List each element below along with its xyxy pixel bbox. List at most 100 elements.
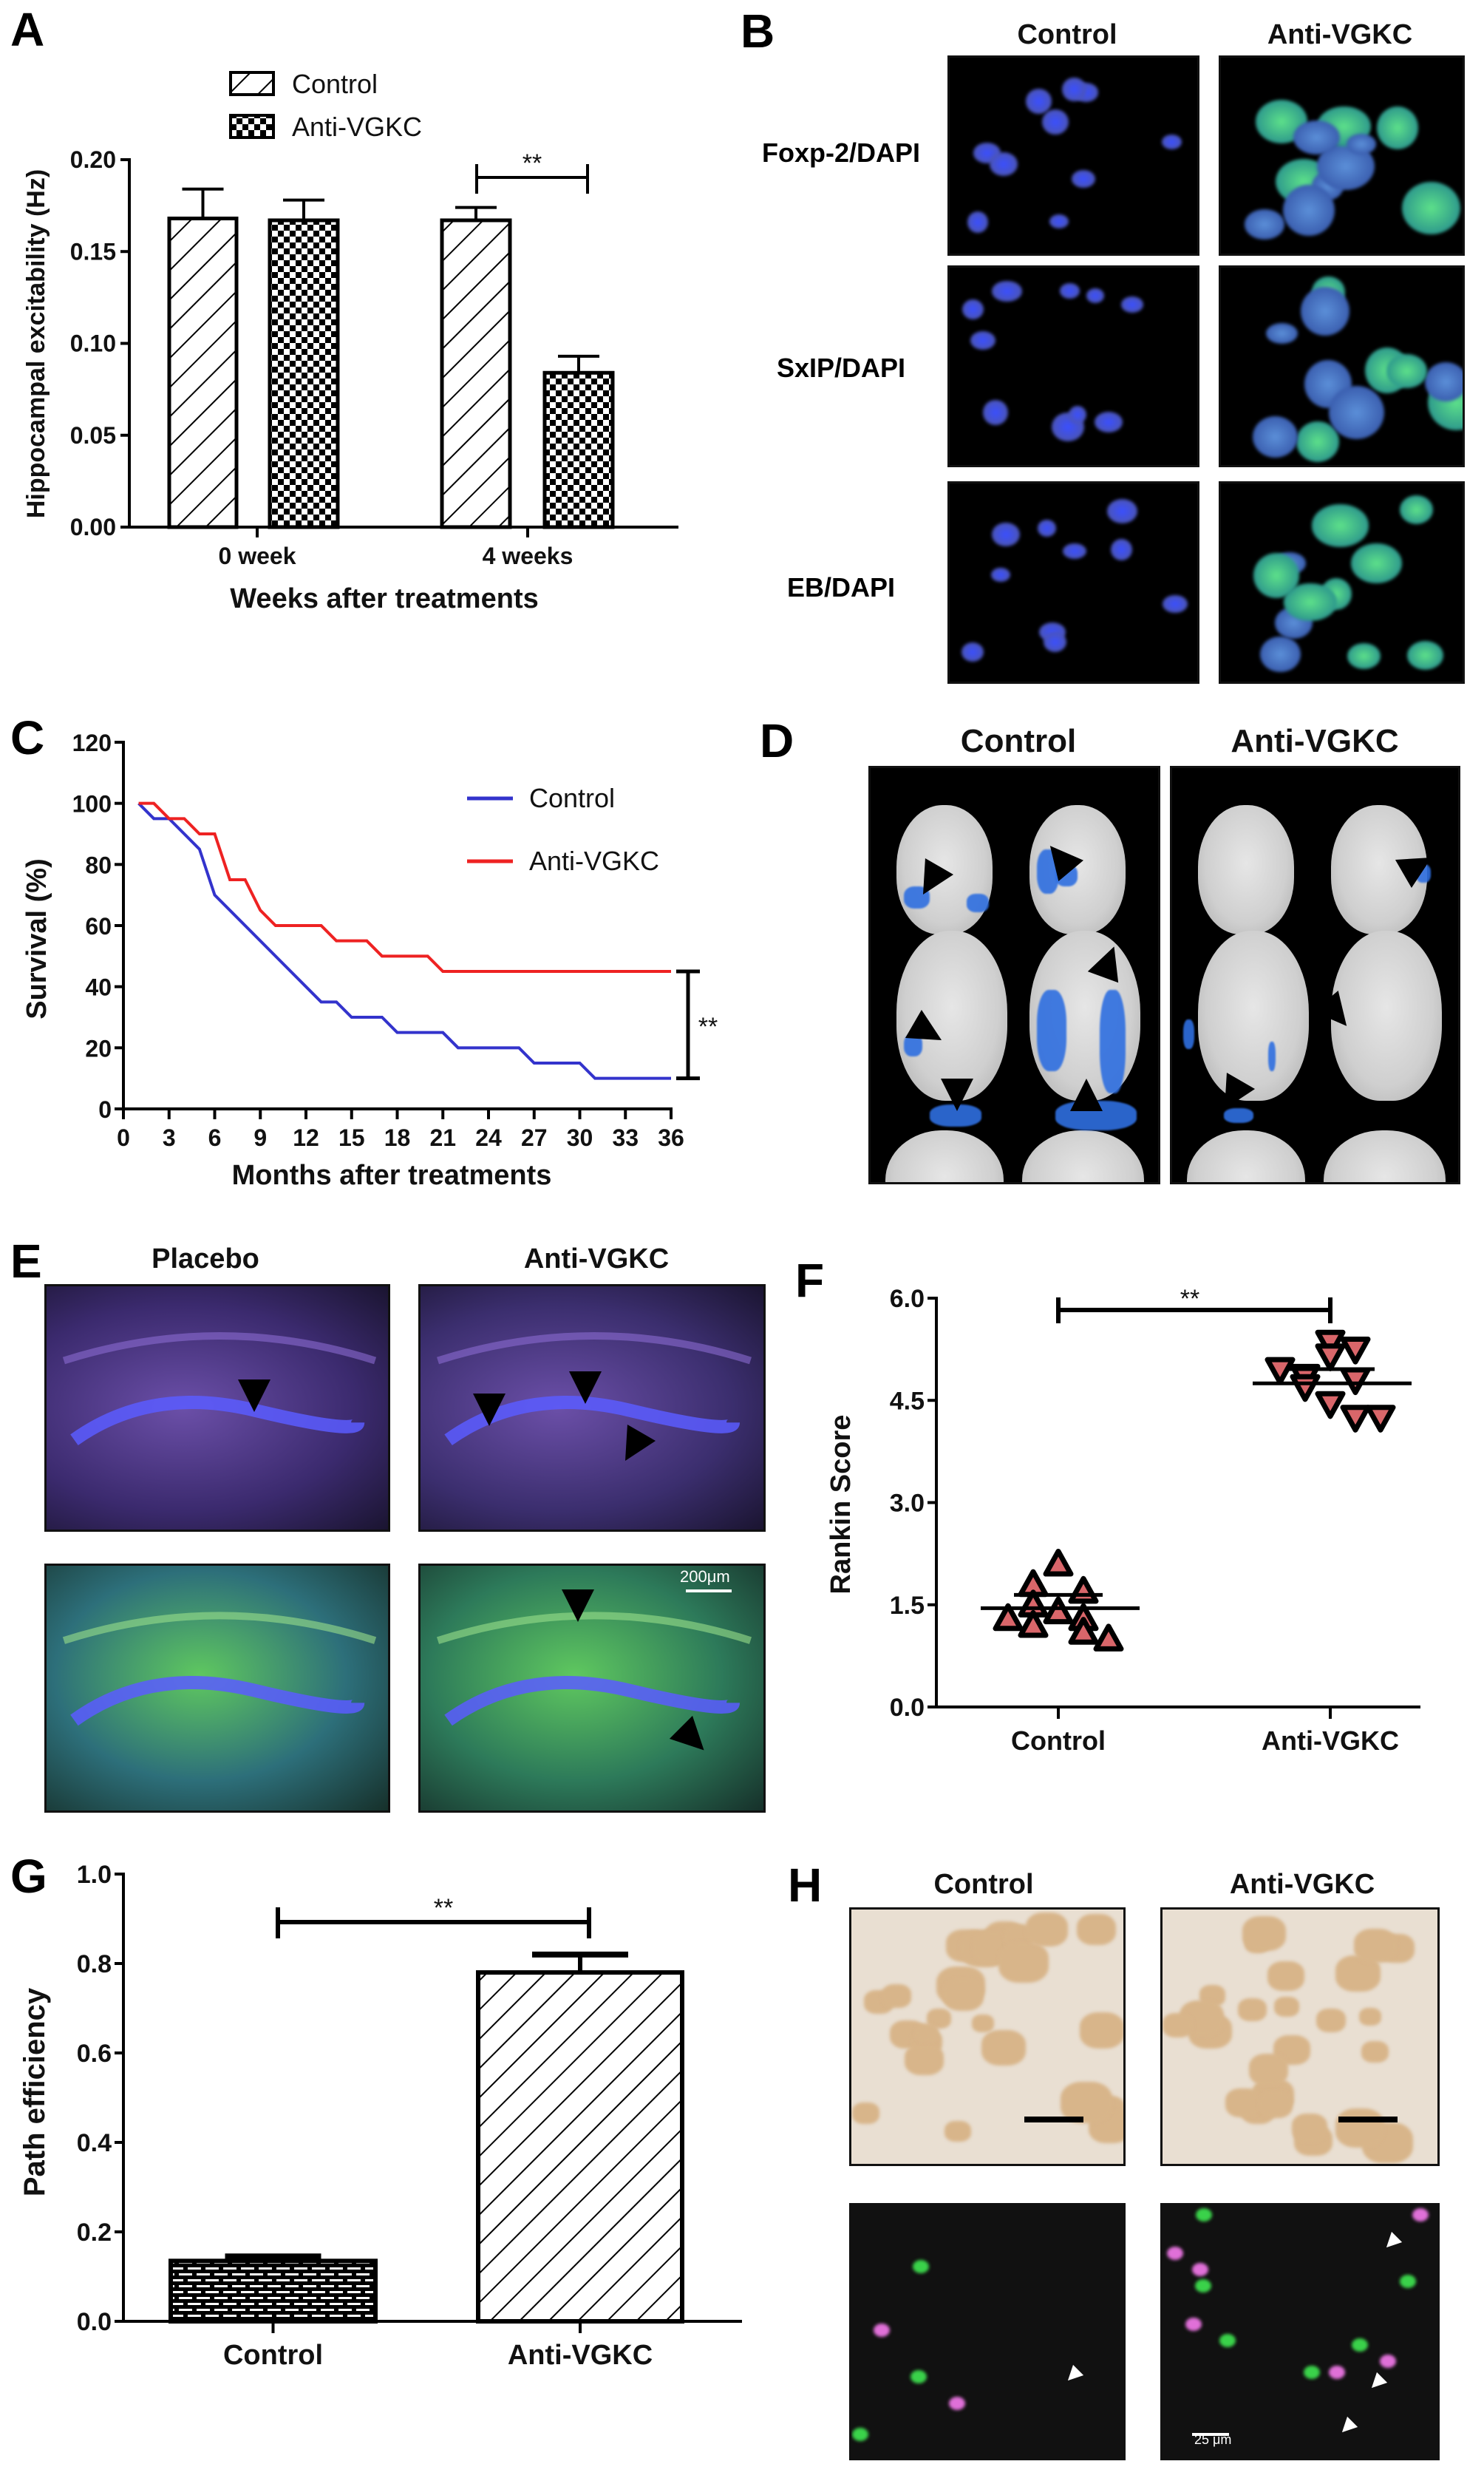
cell-nucleus xyxy=(1044,632,1067,653)
cell-nucleus xyxy=(1161,135,1182,150)
cell-nucleus xyxy=(1049,214,1069,228)
cell-nucleus xyxy=(949,2397,966,2411)
y-tick-label: 0.10 xyxy=(70,330,116,357)
stained-cell xyxy=(914,2023,939,2043)
cell-nucleus xyxy=(1399,2274,1416,2288)
cell-nucleus xyxy=(1424,362,1463,401)
cell-nucleus xyxy=(1062,77,1087,102)
cell-nucleus xyxy=(1252,416,1298,458)
cell-nucleus xyxy=(1303,2366,1320,2380)
y-tick-label: 0 xyxy=(98,1096,112,1123)
cell-nucleus xyxy=(1293,121,1340,155)
stained-cell xyxy=(1248,2054,1289,2086)
cell-nucleus xyxy=(912,2260,929,2274)
arrowhead-icon xyxy=(238,1379,270,1412)
stained-cell xyxy=(851,2102,879,2125)
cell-nucleus xyxy=(1121,296,1144,313)
panel-label-d: D xyxy=(760,714,794,767)
stained-cell xyxy=(1315,2008,1347,2032)
y-tick-label: 100 xyxy=(72,791,112,818)
bar-control-0 xyxy=(167,217,239,529)
stained-cell xyxy=(944,2120,971,2142)
y-tick-label: 0.00 xyxy=(70,514,116,540)
cell-nucleus xyxy=(1351,543,1402,583)
cell-nucleus xyxy=(1400,495,1434,525)
brain-render xyxy=(1198,931,1309,1101)
fluorescence-image-sxip-control xyxy=(947,265,1199,467)
y-tick-label: 0.20 xyxy=(70,146,116,173)
cell-nucleus xyxy=(1265,322,1298,345)
stained-cell xyxy=(1163,2012,1194,2037)
y-tick-label: 6.0 xyxy=(890,1285,925,1313)
histology-anti-vgkc-ihc xyxy=(1160,1907,1440,2166)
cell-nucleus xyxy=(1068,405,1087,424)
panel-label-c: C xyxy=(10,711,45,764)
data-point-control xyxy=(993,1603,1024,1632)
cell-nucleus xyxy=(1346,134,1377,155)
significance-label: ** xyxy=(1180,1285,1199,1313)
fluorescence-image-eb-anti-vgkc xyxy=(1219,481,1465,684)
y-axis-title: Rankin Score xyxy=(826,1415,857,1595)
panel-label-e: E xyxy=(10,1235,42,1288)
cell-nucleus xyxy=(1094,412,1123,433)
bar-control-1 xyxy=(440,218,512,529)
stained-cell xyxy=(1077,1913,1116,1946)
stained-cell xyxy=(998,1942,1049,1983)
y-axis-title: Survival (%) xyxy=(21,858,52,1019)
cell-nucleus xyxy=(1042,109,1069,135)
histology-control-ihc xyxy=(849,1907,1126,2166)
x-tick-label: 33 xyxy=(612,1124,639,1151)
x-tick-label: Anti-VGKC xyxy=(508,2340,653,2371)
stained-cell xyxy=(942,1978,984,2011)
data-point-anti-vgkc xyxy=(1365,1405,1396,1433)
cell-nucleus xyxy=(967,211,988,233)
cell-nucleus xyxy=(874,2324,891,2338)
cell-nucleus xyxy=(1038,520,1056,537)
cell-nucleus xyxy=(1110,539,1132,561)
x-tick-label: Control xyxy=(1011,1725,1106,1756)
panel-e-column-placebo: Placebo xyxy=(152,1243,259,1275)
y-tick-label: 1.0 xyxy=(77,1861,112,1889)
panel-label-g: G xyxy=(10,1850,47,1903)
x-tick-label: 24 xyxy=(475,1124,502,1151)
cell-nucleus xyxy=(1063,543,1087,559)
activation-blob xyxy=(967,894,989,912)
activation-blob xyxy=(1224,1108,1253,1123)
legend-swatch-control xyxy=(229,71,275,96)
fluorescence-image-foxp2-anti-vgkc xyxy=(1219,55,1465,256)
x-tick-label: 27 xyxy=(521,1124,548,1151)
y-tick-label: 120 xyxy=(72,730,112,756)
panel-label-f: F xyxy=(795,1254,825,1307)
brain-render xyxy=(1331,931,1442,1101)
cell-nucleus xyxy=(1352,2338,1369,2352)
data-point-anti-vgkc xyxy=(1290,1374,1321,1402)
fluorescence-image-sxip-anti-vgkc xyxy=(1219,265,1465,467)
histology-control-fluorescence xyxy=(849,2203,1126,2460)
data-point-control xyxy=(1043,1548,1074,1577)
x-tick-label: 0 week xyxy=(219,543,296,569)
cell-nucleus xyxy=(970,330,995,350)
cell-nucleus xyxy=(990,567,1010,583)
cell-nucleus xyxy=(1071,169,1095,189)
stained-cell xyxy=(1237,1998,1267,2022)
data-point-anti-vgkc xyxy=(1340,1405,1371,1433)
cell-nucleus xyxy=(1282,184,1335,236)
data-point-control xyxy=(1043,1596,1074,1625)
brain-render xyxy=(1198,805,1294,934)
arrowhead-icon xyxy=(473,1394,506,1426)
panel-e-column-anti-vgkc: Anti-VGKC xyxy=(523,1243,670,1275)
cell-nucleus xyxy=(992,280,1022,302)
x-tick-label: 6 xyxy=(208,1124,222,1151)
scale-bar xyxy=(1024,2117,1083,2122)
stained-cell xyxy=(904,2043,944,2075)
y-tick-label: 0.0 xyxy=(890,1694,925,1722)
stained-cell xyxy=(1225,2088,1262,2118)
y-tick-label: 4.5 xyxy=(890,1387,925,1415)
y-tick-label: 0.6 xyxy=(77,2040,112,2068)
activation-blob xyxy=(1055,1101,1137,1130)
cell-nucleus xyxy=(1412,2208,1429,2222)
x-axis-title: Weeks after treatments xyxy=(230,583,538,614)
y-tick-label: 0.05 xyxy=(70,422,116,449)
cell-nucleus xyxy=(852,2428,869,2442)
